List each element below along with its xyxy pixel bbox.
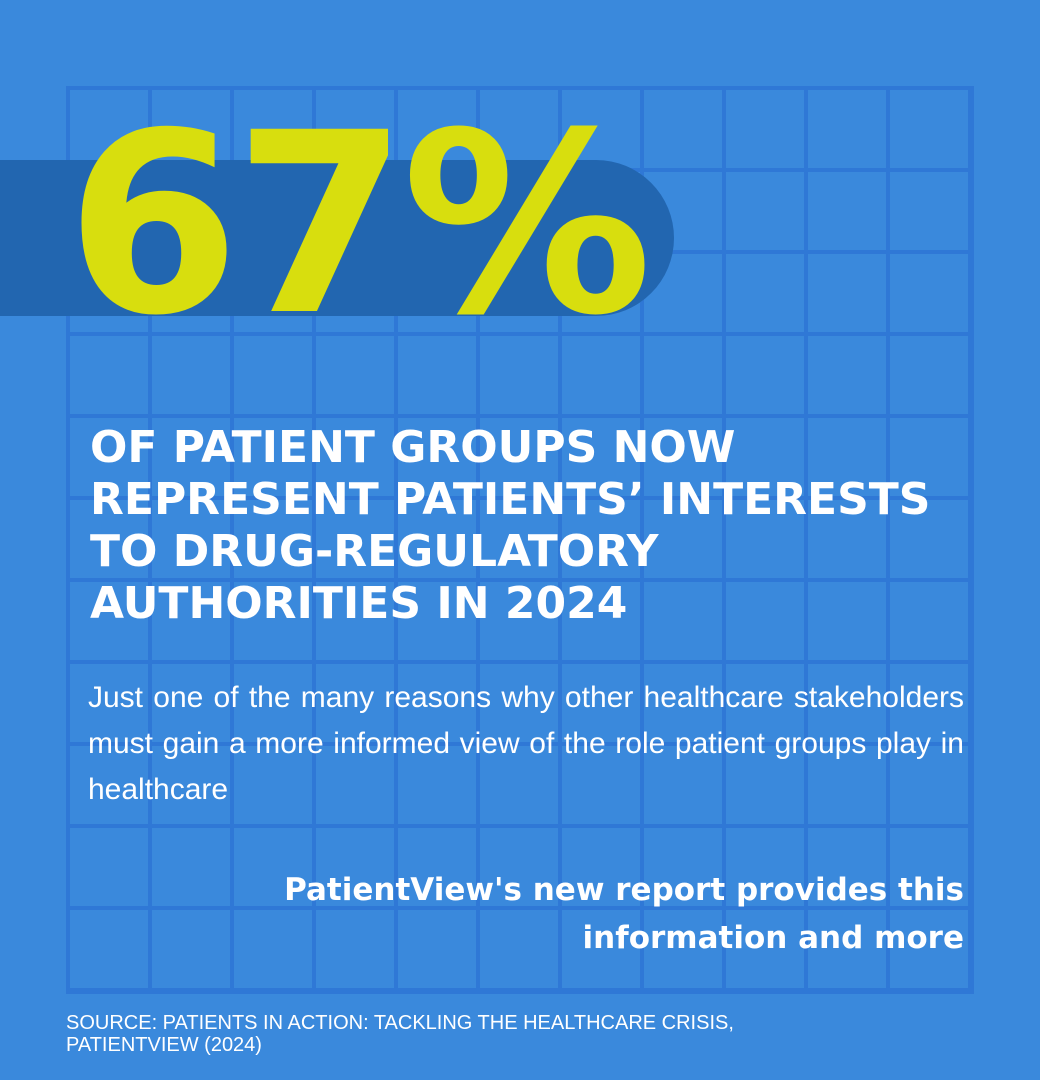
source-line: PATIENTVIEW (2024) <box>66 1034 262 1056</box>
headline-line: TO DRUG-REGULATORY <box>90 526 659 577</box>
cta-line: information and more <box>582 920 964 956</box>
stat-percentage: 67% <box>66 79 652 370</box>
headline-line: OF PATIENT GROUPS NOW <box>90 422 736 473</box>
highlight-band <box>0 160 674 316</box>
source-citation: SOURCE: PATIENTS IN ACTION: TACKLING THE… <box>66 1012 966 1056</box>
headline-line: AUTHORITIES IN 2024 <box>90 578 628 629</box>
headline: OF PATIENT GROUPS NOW REPRESENT PATIENTS… <box>90 422 990 630</box>
body-paragraph: Just one of the many reasons why other h… <box>88 681 964 806</box>
cta-line: PatientView's new report provides this <box>284 872 964 908</box>
headline-line: REPRESENT PATIENTS’ INTERESTS <box>90 474 931 525</box>
source-line: SOURCE: PATIENTS IN ACTION: TACKLING THE… <box>66 1012 734 1034</box>
call-to-action: PatientView's new report provides this i… <box>204 866 964 962</box>
